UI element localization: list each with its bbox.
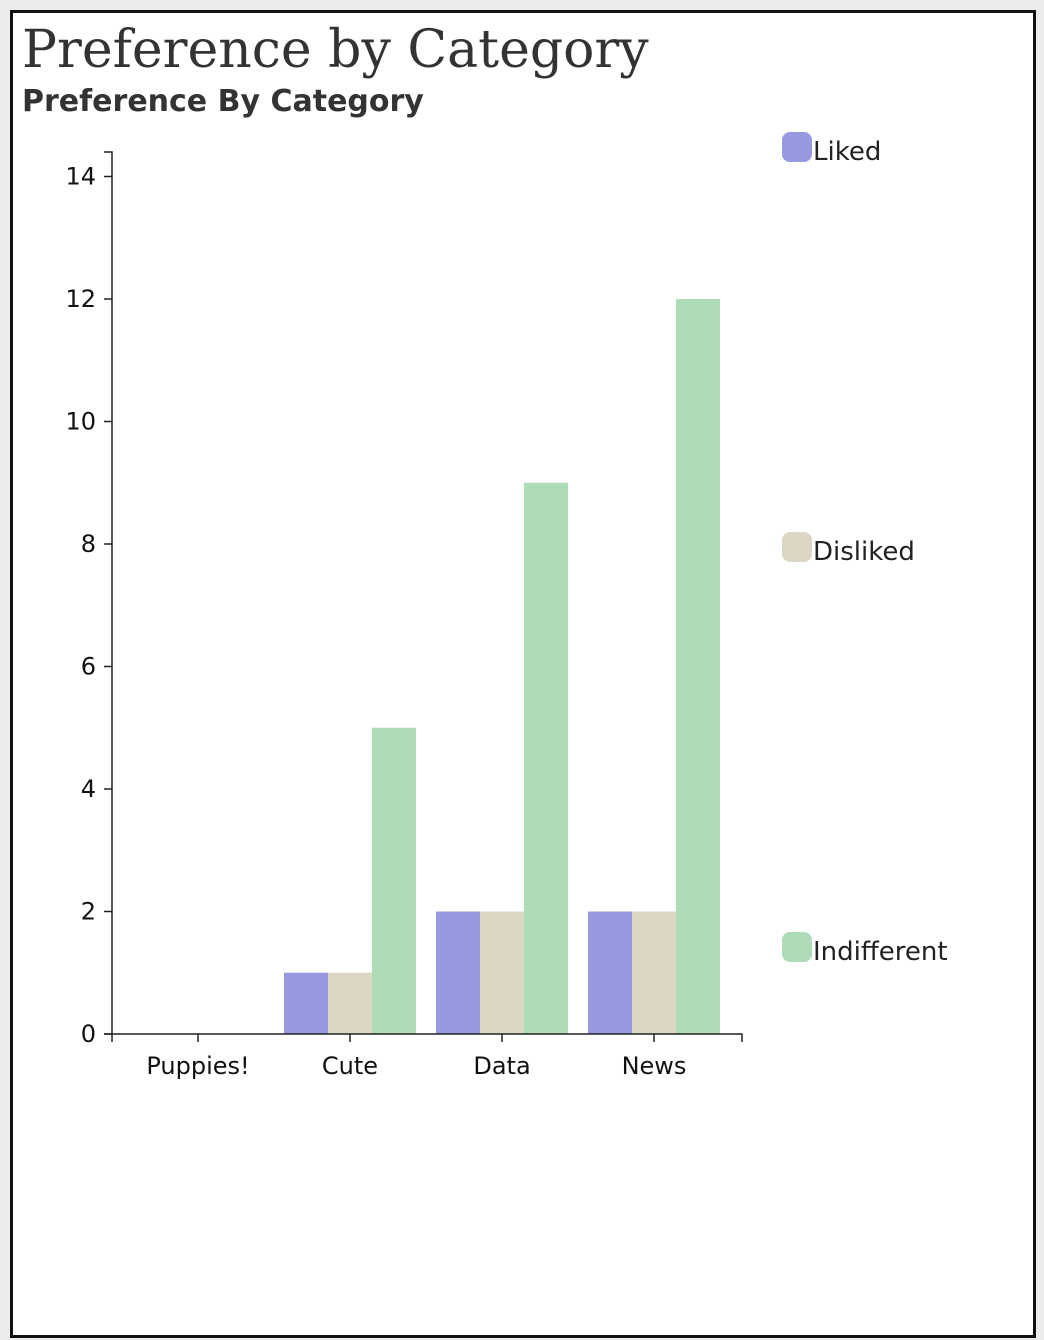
- bar-liked-data: [436, 911, 480, 1034]
- bar-indifferent-cute: [372, 727, 416, 1034]
- legend-label-liked: Liked: [813, 137, 881, 167]
- y-tick-label: 10: [65, 408, 96, 436]
- legend-label-indifferent: Indifferent: [813, 937, 948, 967]
- y-tick-label: 2: [81, 898, 96, 926]
- bar-liked-cute: [284, 972, 328, 1034]
- y-tick-label: 6: [81, 653, 96, 681]
- chart-title: Preference by Category: [22, 20, 649, 80]
- y-tick-label: 8: [81, 530, 96, 558]
- x-tick-label-cute: Cute: [322, 1052, 378, 1080]
- legend-swatch-liked: [782, 132, 812, 162]
- x-tick-label-puppies: Puppies!: [146, 1052, 249, 1080]
- y-axis: 0 2 4 6 8 10 12 14: [65, 151, 113, 1048]
- x-tick-label-data: Data: [473, 1052, 530, 1080]
- legend: Liked Disliked Indifferent: [782, 132, 948, 967]
- bar-indifferent-news: [676, 299, 720, 1034]
- bar-disliked-news: [632, 911, 676, 1034]
- y-tick-label: 0: [81, 1020, 96, 1048]
- legend-label-disliked: Disliked: [813, 537, 915, 567]
- y-tick-label: 12: [65, 285, 96, 313]
- bar-disliked-cute: [328, 972, 372, 1034]
- y-tick-label: 14: [65, 163, 96, 191]
- bar-indifferent-data: [524, 482, 568, 1034]
- chart-subtitle: Preference By Category: [22, 84, 424, 119]
- y-axis-line: [104, 151, 113, 1035]
- chart-panel: [10, 10, 1036, 1338]
- y-tick-label: 4: [81, 775, 96, 803]
- x-tick-label-news: News: [622, 1052, 687, 1080]
- x-axis: Puppies! Cute Data News: [111, 1033, 743, 1080]
- legend-swatch-indifferent: [782, 932, 812, 962]
- bars-group: [284, 299, 720, 1034]
- bar-liked-news: [588, 911, 632, 1034]
- bar-disliked-data: [480, 911, 524, 1034]
- x-axis-line: [111, 1033, 743, 1042]
- legend-swatch-disliked: [782, 532, 812, 562]
